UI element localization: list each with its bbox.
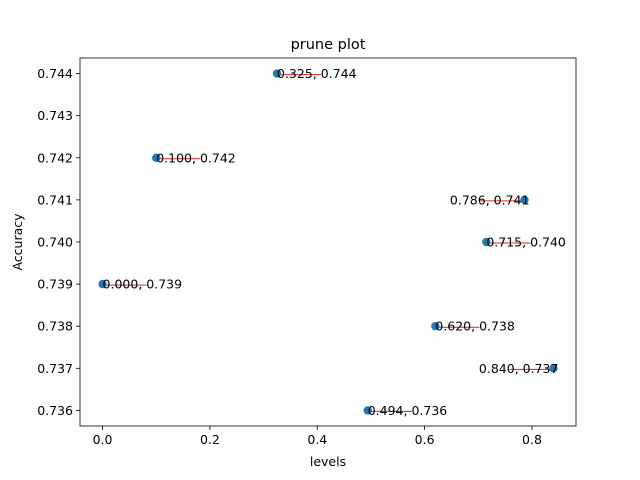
x-tick-label: 0.8 — [522, 432, 542, 447]
x-axis-label: levels — [310, 454, 346, 469]
data-point — [431, 322, 440, 331]
point-label: 0.786, 0.741 — [450, 192, 530, 207]
y-tick-label: 0.743 — [37, 108, 73, 123]
point-label: 0.000, 0.739 — [103, 277, 183, 292]
point-label: 0.715, 0.740 — [486, 235, 566, 250]
y-tick-label: 0.736 — [37, 403, 73, 418]
y-axis-label: Accuracy — [10, 213, 25, 271]
data-point — [482, 237, 491, 247]
point-label: 0.620, 0.738 — [435, 319, 515, 334]
point-label: 0.494, 0.736 — [368, 403, 448, 418]
plot-area: 0.0 0.2 0.4 0.6 0.8 0.736 0.737 0.738 0.739 0.740… — [37, 57, 577, 447]
x-tick-label: 0.2 — [200, 432, 220, 447]
data-point — [98, 279, 107, 289]
y-tick-label: 0.742 — [37, 150, 73, 165]
data-point — [152, 153, 161, 162]
point-label: 0.100, 0.742 — [156, 150, 236, 165]
y-tick-label: 0.744 — [37, 66, 73, 81]
point-label: 0.325, 0.744 — [277, 66, 357, 81]
data-point — [363, 406, 372, 415]
data-point — [272, 69, 282, 78]
y-tick-label: 0.738 — [37, 319, 73, 334]
y-tick-label: 0.741 — [37, 192, 73, 207]
x-tick-label: 0.0 — [93, 432, 113, 447]
x-tick-label: 0.6 — [415, 432, 435, 447]
point-label: 0.840, 0.737 — [479, 361, 559, 376]
x-tick-label: 0.4 — [307, 432, 327, 447]
y-tick-label: 0.737 — [37, 361, 73, 376]
chart-title: prune plot — [291, 37, 366, 53]
y-tick-label: 0.740 — [37, 235, 73, 250]
data-point — [520, 195, 529, 205]
data-point — [549, 364, 558, 373]
y-tick-label: 0.739 — [37, 277, 73, 292]
